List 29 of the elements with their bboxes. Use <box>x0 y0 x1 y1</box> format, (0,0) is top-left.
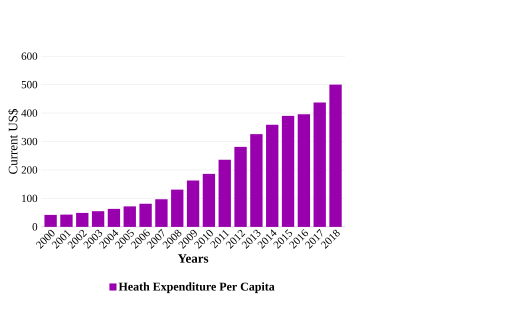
y-tick-label: 300 <box>22 138 38 146</box>
bar <box>202 174 216 227</box>
y-tick-label: 400 <box>21 109 38 117</box>
bar <box>171 190 184 227</box>
bar <box>234 146 247 227</box>
bar <box>155 199 168 227</box>
bar <box>282 116 294 227</box>
y-tick-label: 200 <box>22 166 38 174</box>
bar <box>186 180 200 227</box>
y-tick-label: 500 <box>22 80 38 88</box>
bar <box>329 84 342 227</box>
x-axis-title: Years <box>178 254 208 263</box>
y-tick-label: 0 <box>32 223 38 231</box>
bar <box>124 206 136 227</box>
bar <box>266 124 278 227</box>
bar <box>60 214 73 227</box>
bar <box>250 134 263 227</box>
bar <box>139 204 152 227</box>
y-axis-title: Current US$ <box>8 109 18 174</box>
y-tick-label: 600 <box>22 52 38 60</box>
legend-label: Heath Expenditure Per Capita <box>118 282 275 294</box>
bar <box>218 160 231 227</box>
y-tick-label: 100 <box>22 194 38 202</box>
bar <box>108 208 120 227</box>
bar <box>76 212 88 227</box>
bar <box>44 214 57 227</box>
bar <box>314 102 326 227</box>
bar <box>92 211 104 227</box>
bar <box>298 114 310 227</box>
